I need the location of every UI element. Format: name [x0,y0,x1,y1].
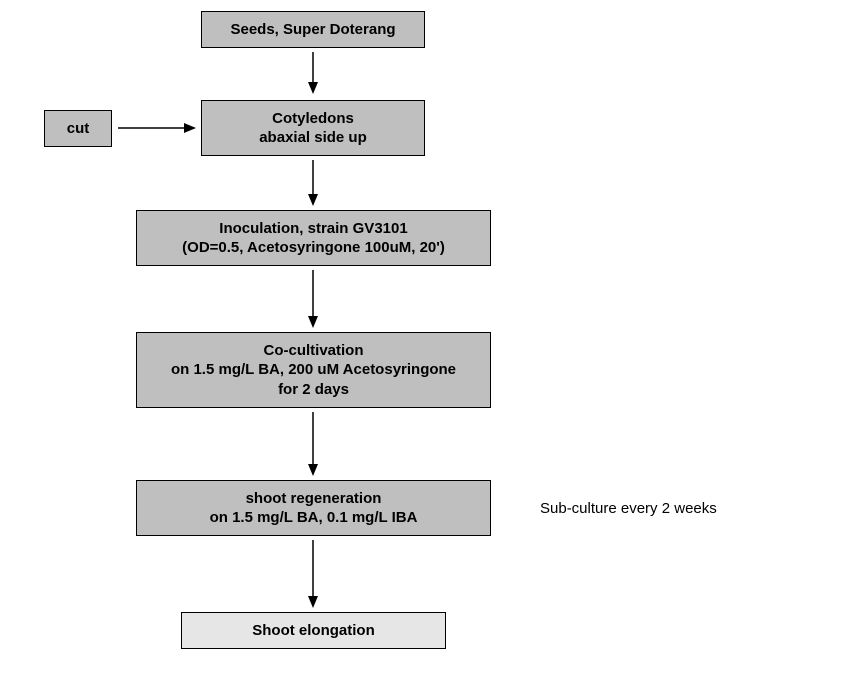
box-cocultivation-l1: Co-cultivation [264,341,364,361]
box-shoot-regen: shoot regeneration on 1.5 mg/L BA, 0.1 m… [136,480,491,536]
box-inoculation-l2: (OD=0.5, Acetosyringone 100uM, 20') [182,238,445,258]
arrow-4 [305,410,321,478]
box-cocultivation-l3: for 2 days [278,380,349,400]
box-cut: cut [44,110,112,147]
box-inoculation-l1: Inoculation, strain GV3101 [219,219,407,239]
arrow-2 [305,158,321,208]
box-cocultivation-l2: on 1.5 mg/L BA, 200 uM Acetosyringone [171,360,456,380]
arrow-cut [116,120,198,136]
box-shoot-elongation-text: Shoot elongation [252,621,374,641]
arrow-3 [305,268,321,330]
box-cotyledons: Cotyledons abaxial side up [201,100,425,156]
arrow-5 [305,538,321,610]
box-seeds: Seeds, Super Doterang [201,11,425,48]
arrow-1 [305,50,321,96]
box-cotyledons-l1: Cotyledons [272,109,354,129]
side-label-subculture: Sub-culture every 2 weeks [540,500,717,517]
box-cocultivation: Co-cultivation on 1.5 mg/L BA, 200 uM Ac… [136,332,491,408]
box-shoot-elongation: Shoot elongation [181,612,446,649]
box-cotyledons-l2: abaxial side up [259,128,367,148]
box-shoot-regen-l1: shoot regeneration [246,489,382,509]
box-inoculation: Inoculation, strain GV3101 (OD=0.5, Acet… [136,210,491,266]
side-label-text: Sub-culture every 2 weeks [540,500,717,517]
box-cut-text: cut [67,119,90,139]
box-seeds-text: Seeds, Super Doterang [230,20,395,40]
box-shoot-regen-l2: on 1.5 mg/L BA, 0.1 mg/L IBA [210,508,418,528]
